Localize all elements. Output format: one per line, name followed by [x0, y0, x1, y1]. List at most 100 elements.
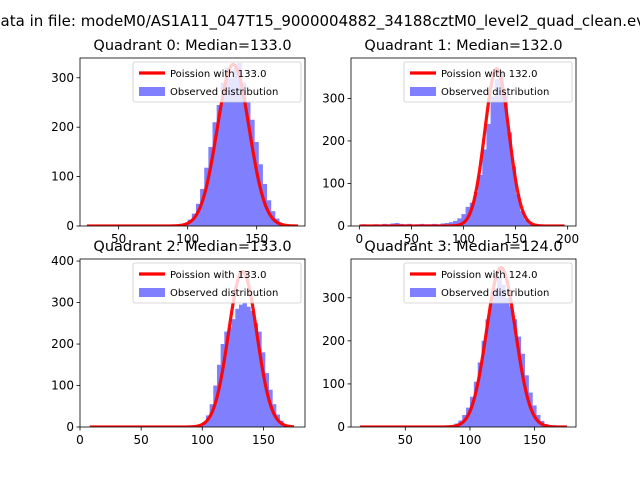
y-tick-label: 100	[51, 170, 74, 184]
histogram-bar	[515, 194, 521, 226]
chart-panel-1: 0 50 100 150 200 0 100 200 300 Quadrant 1: Median…	[322, 38, 579, 246]
y-tick-label: 300	[51, 296, 74, 310]
histogram-bar	[481, 340, 487, 427]
histogram-bar	[498, 72, 504, 226]
plot-area	[85, 62, 300, 226]
chart-panel-2: 0 50 100 150 0 100 200 300 400 Quadrant 2: Median…	[51, 239, 306, 447]
x-tick-label: 50	[398, 433, 413, 447]
y-tick-label: 300	[51, 71, 74, 85]
y-tick-label: 200	[51, 120, 74, 134]
chart-panel-0: 50 100 150 0 100 200 300 Quadrant 0: Median=133…	[51, 38, 306, 246]
y-tick-label: 300	[322, 291, 345, 305]
legend-label-poisson: Poission with 132.0	[441, 69, 537, 80]
y-tick-label: 0	[66, 219, 74, 233]
x-tick-label: 100	[459, 433, 482, 447]
x-tick-label: 0	[76, 433, 84, 447]
y-tick-label: 400	[51, 254, 74, 268]
legend: Poission with 133.0 Observed distribution	[132, 61, 302, 103]
histogram-bar	[497, 276, 502, 427]
histogram-bar	[448, 222, 454, 226]
x-tick-label: 50	[134, 433, 149, 447]
legend-bar-swatch	[410, 288, 436, 297]
chart-title: Quadrant 2: Median=133.0	[93, 239, 291, 255]
histogram-bar	[516, 336, 522, 427]
histogram-bar	[249, 310, 255, 427]
axes-frame	[350, 258, 577, 428]
histogram-bar	[241, 82, 247, 226]
legend-frame	[132, 61, 302, 103]
histogram-bar	[204, 167, 210, 226]
histogram-bar	[504, 297, 510, 427]
histogram-bar	[478, 174, 483, 226]
histogram-bar	[200, 188, 205, 226]
histogram-bar	[237, 62, 243, 226]
histogram-bar	[260, 352, 266, 427]
histogram-bar	[212, 122, 218, 226]
legend-frame	[403, 262, 573, 304]
legend: Poission with 124.0 Observed distribution	[403, 262, 573, 304]
histogram-bar	[473, 381, 479, 427]
histogram-bar	[257, 331, 262, 427]
y-tick-label: 100	[322, 377, 345, 391]
legend-label-observed: Observed distribution	[170, 288, 278, 299]
legend-frame	[132, 262, 302, 304]
figure-suptitle: Data in file: modeM0/AS1A11_047T15_90000…	[0, 12, 640, 31]
histogram-bar	[507, 132, 512, 226]
histogram-bar	[258, 164, 263, 226]
legend-bar-swatch	[139, 288, 165, 297]
histogram-bar	[216, 364, 222, 427]
histogram-bar	[253, 142, 259, 226]
histogram-bar	[493, 289, 498, 427]
histogram-bar	[245, 102, 251, 226]
y-tick-label: 0	[337, 219, 345, 233]
histogram-bar	[490, 96, 496, 226]
histogram-bar	[477, 362, 483, 427]
legend-frame	[403, 61, 573, 103]
histogram-bar	[503, 94, 508, 226]
poisson-curve	[85, 62, 300, 226]
histogram-bar	[501, 284, 506, 427]
y-tick-label: 300	[322, 91, 345, 105]
histogram-bar	[511, 166, 517, 226]
histogram-bar	[494, 79, 500, 226]
legend-label-poisson: Poission with 133.0	[170, 270, 266, 281]
histogram-bar	[220, 82, 226, 226]
plot-area	[359, 266, 568, 427]
histogram-bar	[224, 331, 229, 427]
histogram-bar	[520, 353, 525, 427]
histogram-bar	[224, 67, 230, 226]
x-tick-label: 100	[191, 433, 214, 447]
histogram-bar	[508, 306, 514, 427]
x-tick-label: 150	[245, 232, 268, 246]
histogram-bar	[249, 119, 255, 226]
histogram-bar	[461, 214, 467, 226]
y-tick-label: 0	[66, 420, 74, 434]
poisson-curve	[358, 67, 566, 226]
histogram-bar	[523, 219, 529, 226]
x-tick-label: 100	[176, 232, 199, 246]
histogram-bar	[469, 396, 475, 427]
histogram-bar	[489, 302, 494, 427]
y-tick-label: 200	[51, 337, 74, 351]
histogram-bar	[231, 319, 236, 427]
y-tick-label: 0	[337, 420, 345, 434]
chart-title: Quadrant 0: Median=133.0	[93, 38, 291, 54]
x-tick-label: 100	[452, 232, 475, 246]
y-tick-label: 200	[322, 134, 345, 148]
histogram-bar	[195, 203, 201, 226]
legend-label-observed: Observed distribution	[170, 87, 278, 98]
histogram-bar	[216, 104, 222, 226]
legend-label-poisson: Poission with 133.0	[170, 69, 266, 80]
legend: Poission with 132.0 Observed distribution	[403, 61, 573, 103]
legend-label-observed: Observed distribution	[441, 87, 549, 98]
histogram-bar	[473, 191, 479, 226]
histogram-bar	[524, 375, 529, 427]
legend: Poission with 133.0 Observed distribution	[132, 262, 302, 304]
histogram-bar	[469, 202, 475, 226]
x-tick-label: 200	[556, 232, 579, 246]
histogram-bar	[220, 344, 225, 427]
y-tick-label: 200	[322, 334, 345, 348]
x-tick-label: 150	[504, 232, 527, 246]
histogram-bar	[485, 319, 491, 427]
